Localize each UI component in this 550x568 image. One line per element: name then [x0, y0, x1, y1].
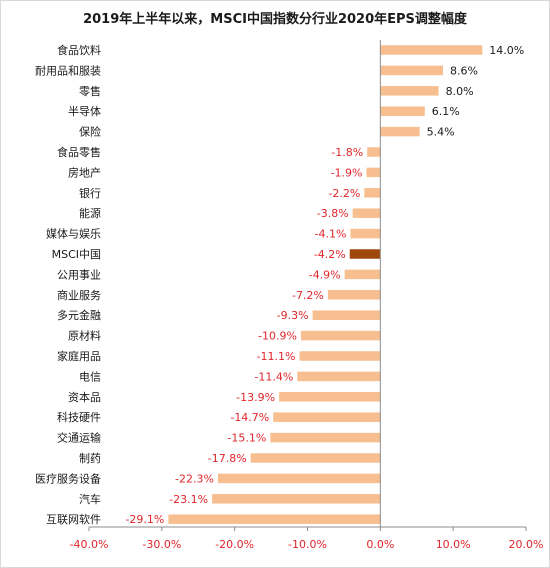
category-label: 多元金融 [57, 308, 101, 322]
data-label: 8.6% [450, 64, 478, 77]
bar [352, 208, 381, 218]
bar [168, 514, 381, 524]
bar [273, 412, 381, 422]
x-tick-label: -10.0% [288, 538, 327, 551]
bar [380, 65, 443, 76]
category-label: 食品零售 [57, 145, 101, 159]
category-label: 媒体与娱乐 [46, 227, 101, 241]
category-label: 互联网软件 [46, 512, 101, 526]
chart-title: 2019年上半年以来，MSCI中国指数分行业2020年EPS调整幅度 [83, 12, 467, 27]
category-label: 银行 [79, 186, 101, 200]
bar [364, 188, 381, 198]
data-label: -15.1% [227, 432, 266, 445]
category-label: 科技硬件 [57, 410, 101, 424]
data-label: -11.4% [254, 370, 293, 383]
category-label: 公用事业 [57, 268, 101, 281]
x-tick-label: 10.0% [436, 538, 471, 551]
category-label: 食品饮料 [57, 43, 101, 57]
bar [344, 269, 381, 280]
bar [349, 249, 381, 259]
category-label: 资本品 [68, 390, 101, 404]
bar [380, 86, 439, 96]
data-label: 5.4% [427, 126, 455, 139]
data-label: -13.9% [236, 391, 275, 404]
data-label: -9.3% [277, 309, 309, 322]
x-tick-label: -30.0% [142, 538, 181, 551]
data-label: 6.1% [432, 105, 460, 118]
data-label: -17.8% [208, 452, 247, 465]
data-label: -29.1% [125, 513, 164, 526]
data-label: -4.1% [315, 228, 347, 241]
category-label: 制药 [79, 452, 101, 465]
category-label: 耐用品和服装 [35, 64, 101, 77]
bar [380, 45, 483, 55]
bar [217, 473, 381, 484]
data-label: -11.1% [257, 350, 296, 363]
x-tick-label: -20.0% [215, 538, 254, 551]
data-label: 8.0% [446, 85, 474, 98]
bar [279, 392, 381, 402]
data-label: -4.9% [309, 268, 341, 281]
category-label: 电信 [79, 370, 101, 383]
bar [327, 290, 381, 300]
bar [380, 126, 420, 137]
data-label: -1.9% [331, 166, 363, 179]
bar [367, 147, 381, 157]
category-label: 原材料 [68, 329, 101, 343]
bar [250, 453, 381, 463]
category-label: MSCI中国 [52, 248, 101, 261]
bar [297, 371, 381, 382]
category-label: 零售 [79, 84, 101, 98]
bar [270, 432, 381, 443]
x-tick-label: -40.0% [70, 538, 109, 551]
data-label: -14.7% [230, 411, 269, 424]
category-label: 家庭用品 [57, 349, 101, 363]
data-label: -4.2% [314, 248, 346, 261]
bar [300, 330, 381, 341]
data-label: -3.8% [317, 207, 349, 220]
category-label: 房地产 [68, 165, 101, 179]
data-label: -23.1% [169, 493, 208, 506]
category-label: 能源 [79, 206, 101, 220]
data-label: -22.3% [175, 472, 214, 485]
bar [380, 106, 425, 116]
bar [299, 351, 381, 361]
data-label: -2.2% [328, 187, 360, 200]
category-label: 汽车 [79, 492, 101, 506]
data-label: -10.9% [258, 330, 297, 343]
category-label: 医疗服务设备 [35, 471, 101, 485]
bar [366, 167, 381, 178]
x-tick-label: 20.0% [509, 538, 544, 551]
data-label: 14.0% [489, 44, 524, 57]
bar [212, 494, 381, 504]
category-label: 商业服务 [57, 288, 101, 302]
category-label: 交通运输 [57, 431, 101, 445]
x-tick-label: 0.0% [366, 538, 394, 551]
data-label: -1.8% [331, 146, 363, 159]
data-label: -7.2% [292, 289, 324, 302]
category-label: 半导体 [68, 104, 101, 118]
bar [312, 310, 381, 320]
category-label: 保险 [79, 125, 101, 139]
bar [350, 228, 381, 239]
